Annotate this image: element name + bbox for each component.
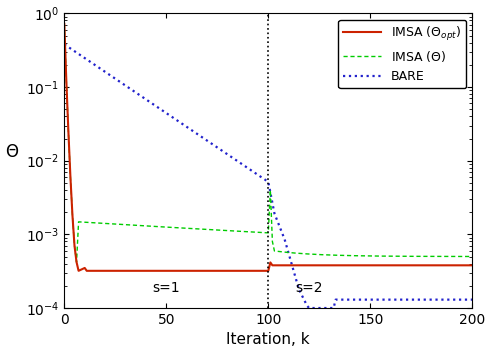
Line: BARE: BARE: [64, 44, 472, 308]
IMSA ($\Theta$): [61, 22, 67, 26]
IMSA ($\Theta_{opt}$): [76, 269, 82, 273]
BARE: [63, 43, 69, 48]
IMSA ($\Theta$): [212, 228, 218, 232]
Text: s=1: s=1: [153, 281, 180, 295]
Y-axis label: Θ: Θ: [5, 143, 19, 161]
IMSA ($\Theta$): [235, 229, 241, 233]
BARE: [233, 158, 239, 162]
IMSA ($\Theta$): [100, 221, 106, 226]
BARE: [61, 42, 67, 47]
BARE: [210, 143, 216, 147]
Text: s=2: s=2: [296, 281, 323, 295]
IMSA ($\Theta_{opt}$): [469, 263, 475, 268]
IMSA ($\Theta_{opt}$): [212, 269, 218, 273]
IMSA ($\Theta$): [74, 260, 80, 264]
IMSA ($\Theta_{opt}$): [436, 263, 442, 268]
BARE: [282, 237, 288, 241]
BARE: [469, 298, 475, 302]
Legend: IMSA ($\Theta_{opt}$), IMSA ($\Theta$), BARE: IMSA ($\Theta_{opt}$), IMSA ($\Theta$), …: [338, 20, 466, 88]
IMSA ($\Theta_{opt}$): [61, 22, 67, 26]
IMSA ($\Theta$): [284, 250, 290, 255]
IMSA ($\Theta$): [63, 79, 69, 83]
IMSA ($\Theta$): [436, 254, 442, 258]
IMSA ($\Theta_{opt}$): [284, 263, 290, 268]
Line: IMSA ($\Theta$): IMSA ($\Theta$): [64, 24, 472, 262]
IMSA ($\Theta_{opt}$): [235, 269, 241, 273]
BARE: [436, 298, 442, 302]
IMSA ($\Theta_{opt}$): [63, 79, 69, 83]
IMSA ($\Theta_{opt}$): [100, 269, 106, 273]
Line: IMSA ($\Theta_{opt}$): IMSA ($\Theta_{opt}$): [64, 24, 472, 271]
BARE: [306, 306, 312, 310]
BARE: [98, 67, 104, 71]
X-axis label: Iteration, k: Iteration, k: [226, 333, 310, 347]
IMSA ($\Theta$): [469, 255, 475, 259]
